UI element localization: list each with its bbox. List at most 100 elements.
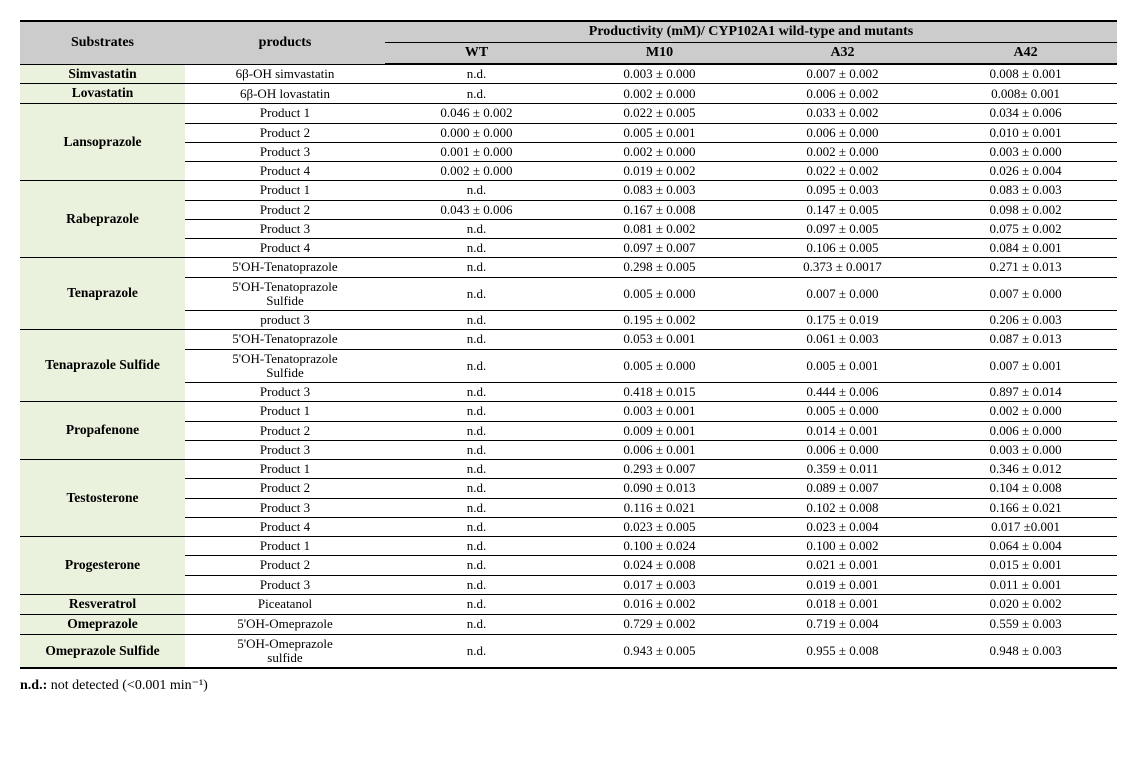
value-cell-wt: 0.046 ± 0.002 — [385, 104, 568, 123]
table-row: 5'OH-TenatoprazoleSulfiden.d.0.005 ± 0.0… — [20, 277, 1117, 311]
value-cell-wt: n.d. — [385, 594, 568, 614]
value-cell-a32: 0.719 ± 0.004 — [751, 614, 934, 634]
value-cell-a32: 0.006 ± 0.002 — [751, 84, 934, 104]
substrate-cell: Progesterone — [20, 537, 185, 595]
value-cell-m10: 0.083 ± 0.003 — [568, 181, 751, 200]
value-cell-m10: 0.006 ± 0.001 — [568, 440, 751, 459]
value-cell-a32: 0.444 ± 0.006 — [751, 383, 934, 402]
value-cell-m10: 0.005 ± 0.000 — [568, 277, 751, 311]
table-row: Product 3n.d.0.081 ± 0.0020.097 ± 0.0050… — [20, 219, 1117, 238]
value-cell-m10: 0.116 ± 0.021 — [568, 498, 751, 517]
table-row: ProgesteroneProduct 1n.d.0.100 ± 0.0240.… — [20, 537, 1117, 556]
value-cell-a32: 0.089 ± 0.007 — [751, 479, 934, 498]
value-cell-m10: 0.005 ± 0.001 — [568, 123, 751, 142]
value-cell-a42: 0.003 ± 0.000 — [934, 142, 1117, 161]
table-row: Product 3n.d.0.006 ± 0.0010.006 ± 0.0000… — [20, 440, 1117, 459]
value-cell-a42: 0.075 ± 0.002 — [934, 219, 1117, 238]
value-cell-m10: 0.003 ± 0.001 — [568, 402, 751, 421]
value-cell-wt: n.d. — [385, 383, 568, 402]
product-cell: Product 3 — [185, 142, 385, 161]
product-cell: 5'OH-Tenatoprazole — [185, 330, 385, 349]
value-cell-wt: n.d. — [385, 479, 568, 498]
product-cell: 5'OH-TenatoprazoleSulfide — [185, 277, 385, 311]
substrate-cell: Tenaprazole Sulfide — [20, 330, 185, 402]
product-cell: Product 2 — [185, 556, 385, 575]
substrate-cell: Tenaprazole — [20, 258, 185, 330]
value-cell-a32: 0.019 ± 0.001 — [751, 575, 934, 594]
value-cell-a32: 0.100 ± 0.002 — [751, 537, 934, 556]
table-row: Product 2n.d.0.090 ± 0.0130.089 ± 0.0070… — [20, 479, 1117, 498]
value-cell-m10: 0.418 ± 0.015 — [568, 383, 751, 402]
value-cell-a42: 0.166 ± 0.021 — [934, 498, 1117, 517]
table-row: Product 30.001 ± 0.0000.002 ± 0.0000.002… — [20, 142, 1117, 161]
value-cell-wt: n.d. — [385, 181, 568, 200]
value-cell-a42: 0.015 ± 0.001 — [934, 556, 1117, 575]
value-cell-m10: 0.729 ± 0.002 — [568, 614, 751, 634]
substrate-cell: Rabeprazole — [20, 181, 185, 258]
value-cell-m10: 0.167 ± 0.008 — [568, 200, 751, 219]
col-a42: A42 — [934, 43, 1117, 65]
value-cell-wt: n.d. — [385, 498, 568, 517]
table-row: Product 3n.d.0.418 ± 0.0150.444 ± 0.0060… — [20, 383, 1117, 402]
value-cell-a42: 0.559 ± 0.003 — [934, 614, 1117, 634]
value-cell-wt: n.d. — [385, 634, 568, 668]
value-cell-a32: 0.175 ± 0.019 — [751, 311, 934, 330]
substrate-cell: Testosterone — [20, 460, 185, 537]
value-cell-a32: 0.033 ± 0.002 — [751, 104, 934, 123]
value-cell-a32: 0.097 ± 0.005 — [751, 219, 934, 238]
table-row: Product 3n.d.0.017 ± 0.0030.019 ± 0.0010… — [20, 575, 1117, 594]
table-row: Product 20.043 ± 0.0060.167 ± 0.0080.147… — [20, 200, 1117, 219]
product-cell: Product 3 — [185, 498, 385, 517]
product-cell: 5'OH-Omeprazole — [185, 614, 385, 634]
table-row: Product 4n.d.0.097 ± 0.0070.106 ± 0.0050… — [20, 239, 1117, 258]
value-cell-a32: 0.007 ± 0.000 — [751, 277, 934, 311]
table-row: product 3n.d.0.195 ± 0.0020.175 ± 0.0190… — [20, 311, 1117, 330]
value-cell-m10: 0.017 ± 0.003 — [568, 575, 751, 594]
col-wt: WT — [385, 43, 568, 65]
value-cell-a42: 0.084 ± 0.001 — [934, 239, 1117, 258]
value-cell-a32: 0.021 ± 0.001 — [751, 556, 934, 575]
value-cell-a32: 0.373 ± 0.0017 — [751, 258, 934, 277]
product-cell: Piceatanol — [185, 594, 385, 614]
value-cell-m10: 0.002 ± 0.000 — [568, 142, 751, 161]
table-body: Simvastatin6β-OH simvastatinn.d.0.003 ± … — [20, 64, 1117, 668]
value-cell-a42: 0.007 ± 0.000 — [934, 277, 1117, 311]
table-row: Simvastatin6β-OH simvastatinn.d.0.003 ± … — [20, 64, 1117, 84]
col-products: products — [185, 21, 385, 64]
value-cell-a32: 0.955 ± 0.008 — [751, 634, 934, 668]
value-cell-m10: 0.298 ± 0.005 — [568, 258, 751, 277]
value-cell-a32: 0.007 ± 0.002 — [751, 64, 934, 84]
product-cell: Product 1 — [185, 181, 385, 200]
value-cell-a42: 0.006 ± 0.000 — [934, 421, 1117, 440]
value-cell-a32: 0.061 ± 0.003 — [751, 330, 934, 349]
value-cell-a42: 0.011 ± 0.001 — [934, 575, 1117, 594]
col-substrates: Substrates — [20, 21, 185, 64]
value-cell-m10: 0.023 ± 0.005 — [568, 517, 751, 536]
value-cell-wt: n.d. — [385, 614, 568, 634]
product-cell: 5'OH-Omeprazolesulfide — [185, 634, 385, 668]
value-cell-a42: 0.083 ± 0.003 — [934, 181, 1117, 200]
value-cell-wt: n.d. — [385, 311, 568, 330]
value-cell-a42: 0.010 ± 0.001 — [934, 123, 1117, 142]
value-cell-m10: 0.022 ± 0.005 — [568, 104, 751, 123]
substrate-cell: Resveratrol — [20, 594, 185, 614]
product-cell: Product 2 — [185, 421, 385, 440]
table-row: Omeprazole Sulfide5'OH-Omeprazolesulfide… — [20, 634, 1117, 668]
value-cell-m10: 0.019 ± 0.002 — [568, 162, 751, 181]
substrate-cell: Simvastatin — [20, 64, 185, 84]
value-cell-a42: 0.104 ± 0.008 — [934, 479, 1117, 498]
product-cell: Product 4 — [185, 517, 385, 536]
value-cell-a32: 0.002 ± 0.000 — [751, 142, 934, 161]
table-row: Product 2n.d.0.024 ± 0.0080.021 ± 0.0010… — [20, 556, 1117, 575]
value-cell-a42: 0.271 ± 0.013 — [934, 258, 1117, 277]
value-cell-wt: n.d. — [385, 349, 568, 383]
value-cell-a42: 0.020 ± 0.002 — [934, 594, 1117, 614]
product-cell: Product 1 — [185, 460, 385, 479]
product-cell: Product 3 — [185, 440, 385, 459]
table-row: Product 40.002 ± 0.0000.019 ± 0.0020.022… — [20, 162, 1117, 181]
value-cell-a42: 0.346 ± 0.012 — [934, 460, 1117, 479]
table-row: PropafenoneProduct 1n.d.0.003 ± 0.0010.0… — [20, 402, 1117, 421]
value-cell-a42: 0.003 ± 0.000 — [934, 440, 1117, 459]
product-cell: Product 2 — [185, 479, 385, 498]
table-row: Product 20.000 ± 0.0000.005 ± 0.0010.006… — [20, 123, 1117, 142]
